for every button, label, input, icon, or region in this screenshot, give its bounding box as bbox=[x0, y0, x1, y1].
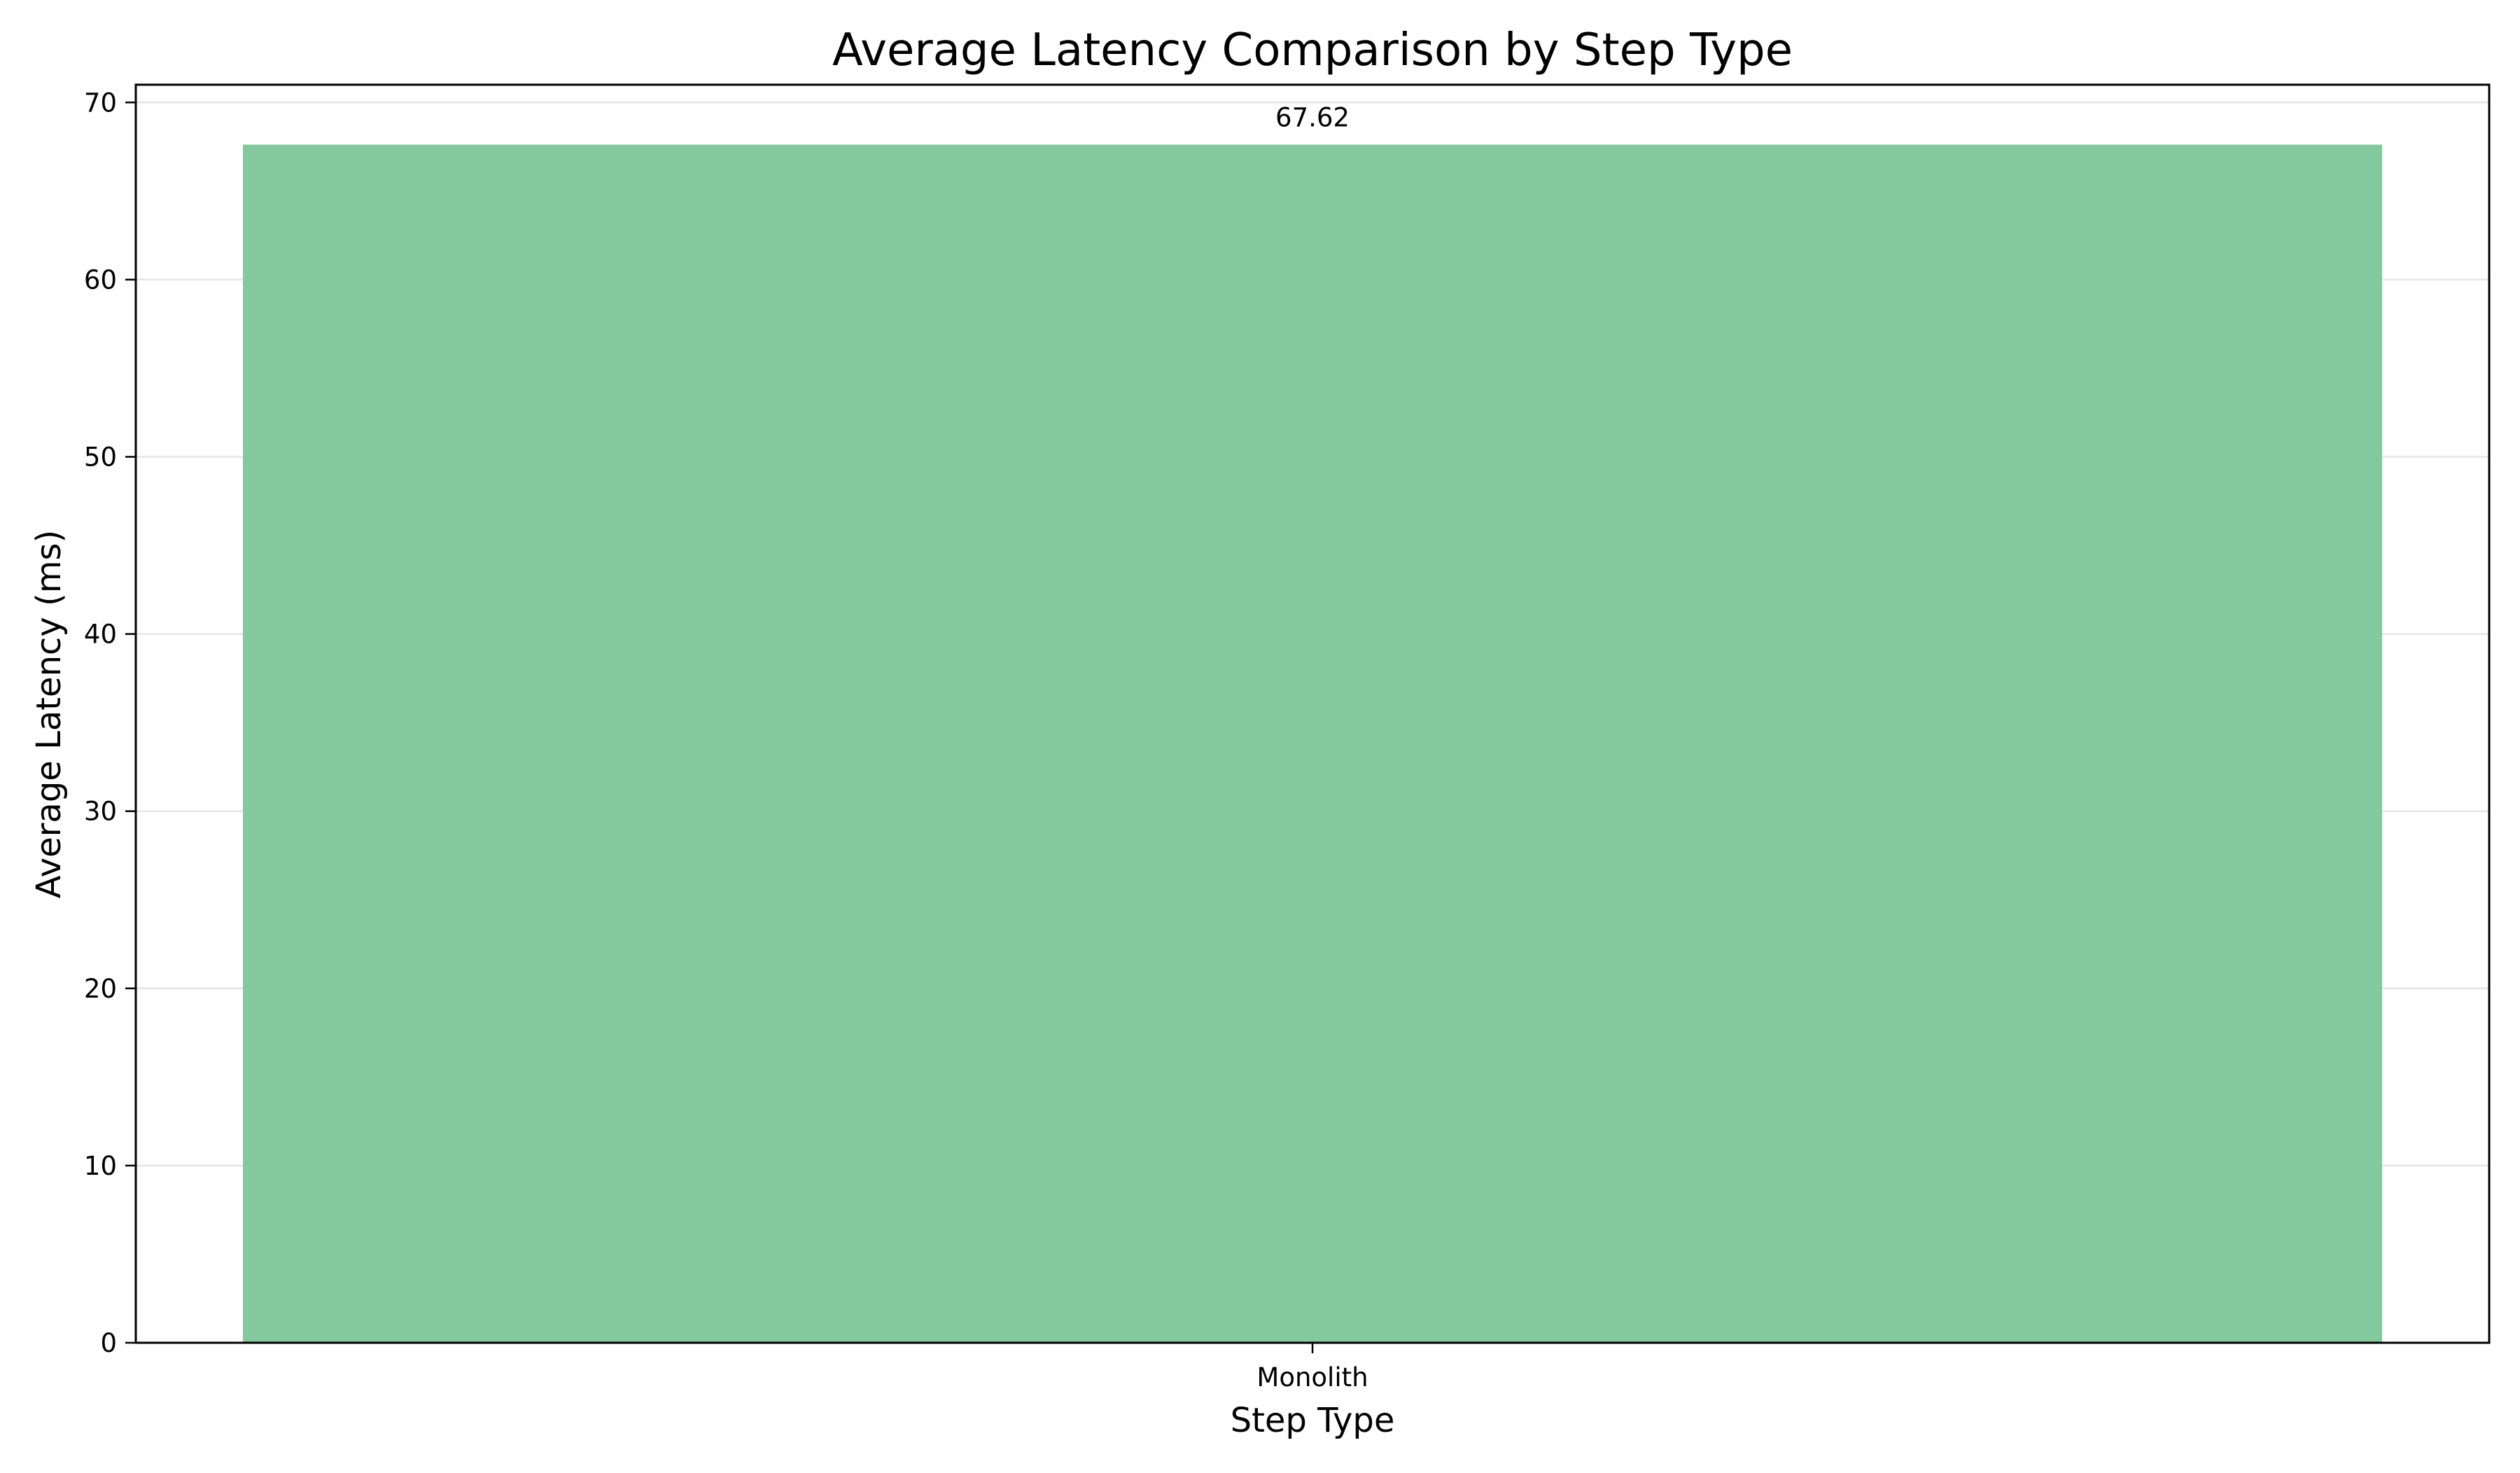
chart-title: Average Latency Comparison by Step Type bbox=[832, 25, 1793, 76]
y-tick-label: 40 bbox=[84, 620, 117, 650]
bar bbox=[242, 144, 2383, 1343]
y-tick-label: 70 bbox=[84, 88, 117, 118]
data-labels: 67.62 bbox=[1275, 103, 1350, 133]
y-tick-label: 30 bbox=[84, 797, 117, 827]
y-tick-label: 0 bbox=[100, 1328, 117, 1358]
bars bbox=[242, 144, 2383, 1343]
y-axis-ticks: 0 10 20 30 40 50 60 70 bbox=[84, 88, 136, 1358]
bar-value-label: 67.62 bbox=[1275, 103, 1350, 133]
y-axis-label: Average Latency (ms) bbox=[29, 530, 69, 899]
x-tick-label: Monolith bbox=[1256, 1362, 1368, 1392]
x-axis-label: Step Type bbox=[1231, 1401, 1395, 1440]
y-tick-label: 20 bbox=[84, 974, 117, 1004]
y-tick-label: 10 bbox=[84, 1151, 117, 1181]
y-tick-label: 60 bbox=[84, 265, 117, 295]
y-tick-label: 50 bbox=[84, 442, 117, 473]
x-axis-ticks: Monolith bbox=[1256, 1343, 1368, 1392]
